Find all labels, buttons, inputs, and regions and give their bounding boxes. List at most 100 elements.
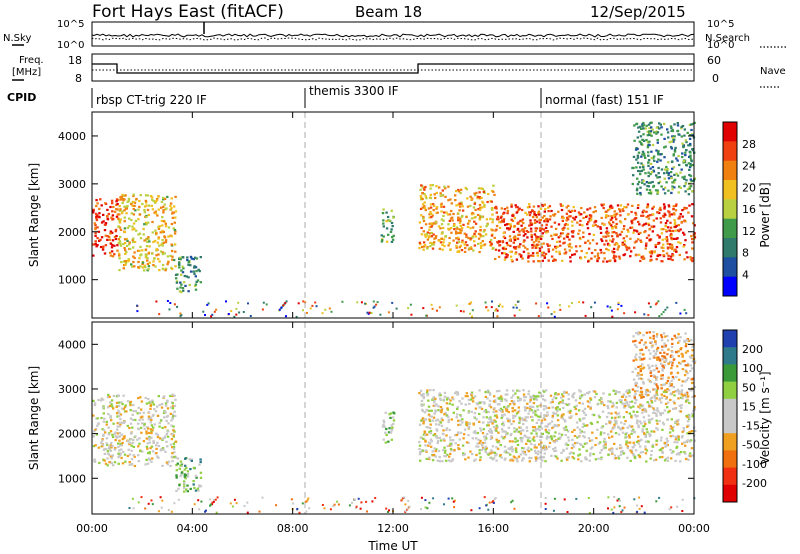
power-echo-cell — [556, 245, 559, 248]
vel-echo-cell — [418, 448, 421, 451]
power-echo-cell — [145, 201, 148, 204]
vel-echo-cell — [585, 458, 588, 461]
vel-echo-cell — [439, 439, 443, 442]
power-echo-cell — [490, 243, 493, 246]
vel-echo-cell — [167, 422, 170, 425]
vel-echo-cell — [126, 424, 129, 427]
vel-echo-cell — [148, 431, 151, 434]
vel-echo-cell — [579, 397, 582, 400]
vel-echo-cell — [506, 393, 509, 396]
power-echo-cell — [423, 201, 426, 204]
power-echo-cell — [567, 204, 570, 207]
power-echo-cell — [535, 243, 539, 246]
power-echo-cell — [689, 258, 693, 261]
vel-ground-cell — [215, 511, 218, 514]
vel-echo-cell — [146, 426, 149, 429]
vel-echo-cell — [93, 404, 97, 407]
vel-echo-cell — [123, 410, 127, 413]
power-echo-cell — [503, 248, 506, 251]
power-echo-cell — [533, 213, 536, 216]
vel-echo-cell — [685, 364, 688, 367]
power-echo-cell — [691, 257, 694, 260]
power-echo-cell — [612, 238, 615, 241]
vel-echo-cell — [649, 336, 652, 339]
vel-echo-cell — [663, 364, 666, 367]
vel-echo-cell — [454, 434, 457, 437]
vel-echo-cell — [484, 450, 487, 453]
power-echo-cell — [484, 233, 488, 236]
vel-echo-cell — [617, 426, 620, 429]
power-echo-cell — [690, 180, 693, 183]
vel-echo-cell — [175, 476, 178, 479]
vel-echo-cell — [638, 341, 641, 344]
xtick-label-6: 00:00 — [678, 522, 710, 535]
vel-echo-cell — [430, 440, 433, 443]
power-echo-cell — [514, 252, 517, 255]
vel-echo-cell — [546, 411, 549, 414]
power-ground-cell — [683, 308, 686, 311]
power-echo-cell — [593, 221, 596, 224]
vel-echo-cell — [118, 435, 122, 438]
power-echo-cell — [181, 287, 185, 290]
power-echo-cell — [637, 126, 640, 129]
power-echo-cell — [632, 166, 635, 169]
vel-echo-cell — [182, 480, 186, 483]
power-echo-cell — [594, 210, 597, 213]
power-echo-cell — [594, 249, 597, 252]
power-echo-cell — [540, 227, 544, 230]
vel-echo-cell — [603, 440, 606, 443]
vel-echo-cell — [631, 425, 634, 428]
vel-echo-cell — [473, 412, 477, 415]
vel-echo-cell — [672, 386, 675, 389]
power-echo-cell — [633, 124, 636, 127]
vel-echo-cell — [547, 436, 551, 439]
vel-echo-cell — [586, 400, 590, 403]
power-echo-cell — [435, 207, 438, 210]
power-echo-cell — [638, 140, 641, 143]
vel-echo-cell — [197, 489, 200, 492]
power-echo-cell — [520, 220, 523, 223]
vel-echo-cell — [510, 400, 514, 403]
power-echo-cell — [688, 187, 691, 190]
vel-echo-cell — [619, 453, 623, 456]
vel-echo-cell — [660, 387, 663, 390]
power-echo-cell — [640, 162, 643, 165]
power-echo-cell — [113, 253, 116, 256]
power-echo-cell — [639, 231, 642, 234]
power-echo-cell — [494, 257, 497, 261]
vel-echo-cell — [97, 446, 101, 449]
power-echo-cell — [523, 227, 527, 230]
power-echo-cell — [482, 230, 486, 233]
vel-echo-cell — [583, 411, 586, 414]
power-echo-cell — [547, 259, 550, 262]
vel-echo-cell — [565, 457, 568, 460]
vel-echo-cell — [605, 422, 608, 426]
vel-echo-cell — [687, 458, 690, 461]
power-echo-cell — [596, 254, 600, 257]
vel-echo-cell — [524, 416, 528, 419]
power-echo-cell — [529, 219, 532, 222]
power-echo-cell — [662, 243, 665, 246]
power-echo-cell — [152, 200, 155, 203]
vel-echo-cell — [531, 415, 534, 418]
vel-echo-cell — [162, 411, 166, 415]
power-echo-cell — [633, 139, 636, 142]
power-echo-cell — [123, 246, 126, 250]
power-echo-cell — [634, 211, 637, 214]
power-echo-cell — [639, 173, 642, 176]
vel-echo-cell — [646, 388, 649, 391]
power-echo-cell — [682, 161, 685, 164]
vel-echo-cell — [439, 394, 442, 397]
power-echo-cell — [455, 226, 458, 229]
vel-echo-cell — [640, 390, 643, 393]
power-ground-cell — [499, 303, 502, 306]
power-echo-cell — [427, 207, 431, 210]
power-echo-cell — [96, 244, 99, 247]
power-echo-cell — [160, 206, 163, 209]
power-echo-cell — [469, 238, 472, 241]
vel-echo-cell — [436, 418, 440, 421]
power-echo-cell — [479, 214, 482, 217]
power-echo-cell — [649, 130, 653, 133]
power-echo-cell — [450, 209, 453, 213]
vel-echo-cell — [657, 370, 660, 373]
